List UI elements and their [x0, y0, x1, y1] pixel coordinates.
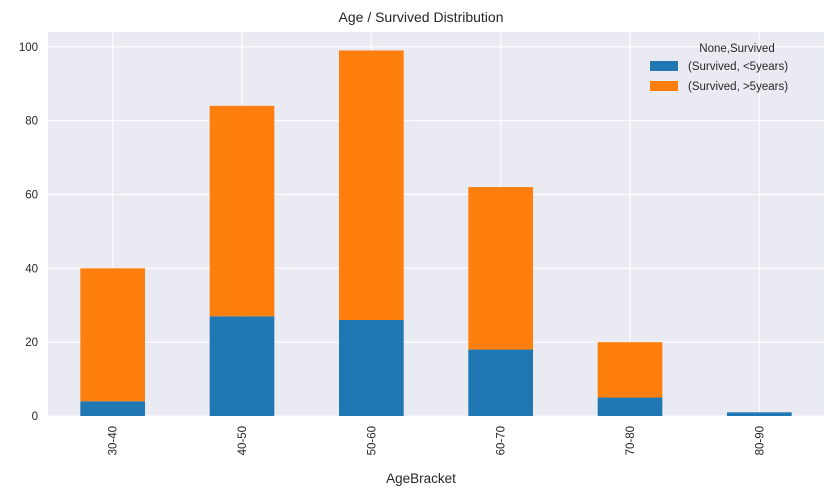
x-tick-label: 60-70	[496, 426, 508, 455]
chart-title: Age / Survived Distribution	[339, 9, 504, 25]
y-axis-ticks: 0 20 40 60 80 100	[19, 42, 38, 423]
y-tick-label: 0	[32, 411, 38, 423]
x-axis-ticks: 30-40 40-50 50-60 60-70 70-80 80-90	[108, 426, 767, 455]
y-tick-label: 60	[25, 189, 38, 201]
x-tick-label: 40-50	[237, 426, 249, 455]
legend-entry-label: (Survived, >5years)	[688, 81, 788, 93]
bar-segment	[339, 50, 404, 320]
y-tick-label: 80	[25, 116, 38, 128]
bar-segment	[727, 412, 792, 416]
legend-swatch	[650, 81, 678, 91]
bar-segment	[339, 320, 404, 416]
bar-segment	[209, 105, 275, 317]
x-tick-label: 70-80	[625, 426, 637, 455]
bar-segment	[597, 397, 663, 416]
legend-title: None,Survived	[699, 43, 774, 55]
legend: None,Survived (Survived, <5years) (Surviv…	[650, 43, 788, 93]
y-tick-label: 100	[19, 42, 38, 54]
bar-segment	[209, 316, 275, 416]
y-tick-label: 20	[25, 337, 38, 349]
x-axis-label: AgeBracket	[386, 471, 456, 486]
x-tick-label: 50-60	[366, 426, 378, 455]
bar-segment	[80, 401, 145, 416]
y-tick-label: 40	[25, 263, 38, 275]
legend-swatch	[650, 61, 678, 71]
bar-segment	[80, 268, 145, 402]
bar-segment	[597, 342, 663, 398]
plot-background	[48, 32, 824, 416]
legend-entry-label: (Survived, <5years)	[688, 61, 788, 73]
x-tick-label: 80-90	[754, 426, 766, 455]
x-tick-label: 30-40	[108, 426, 120, 455]
bar-segment	[468, 349, 533, 416]
bars	[80, 50, 792, 416]
bar-segment	[468, 187, 533, 350]
